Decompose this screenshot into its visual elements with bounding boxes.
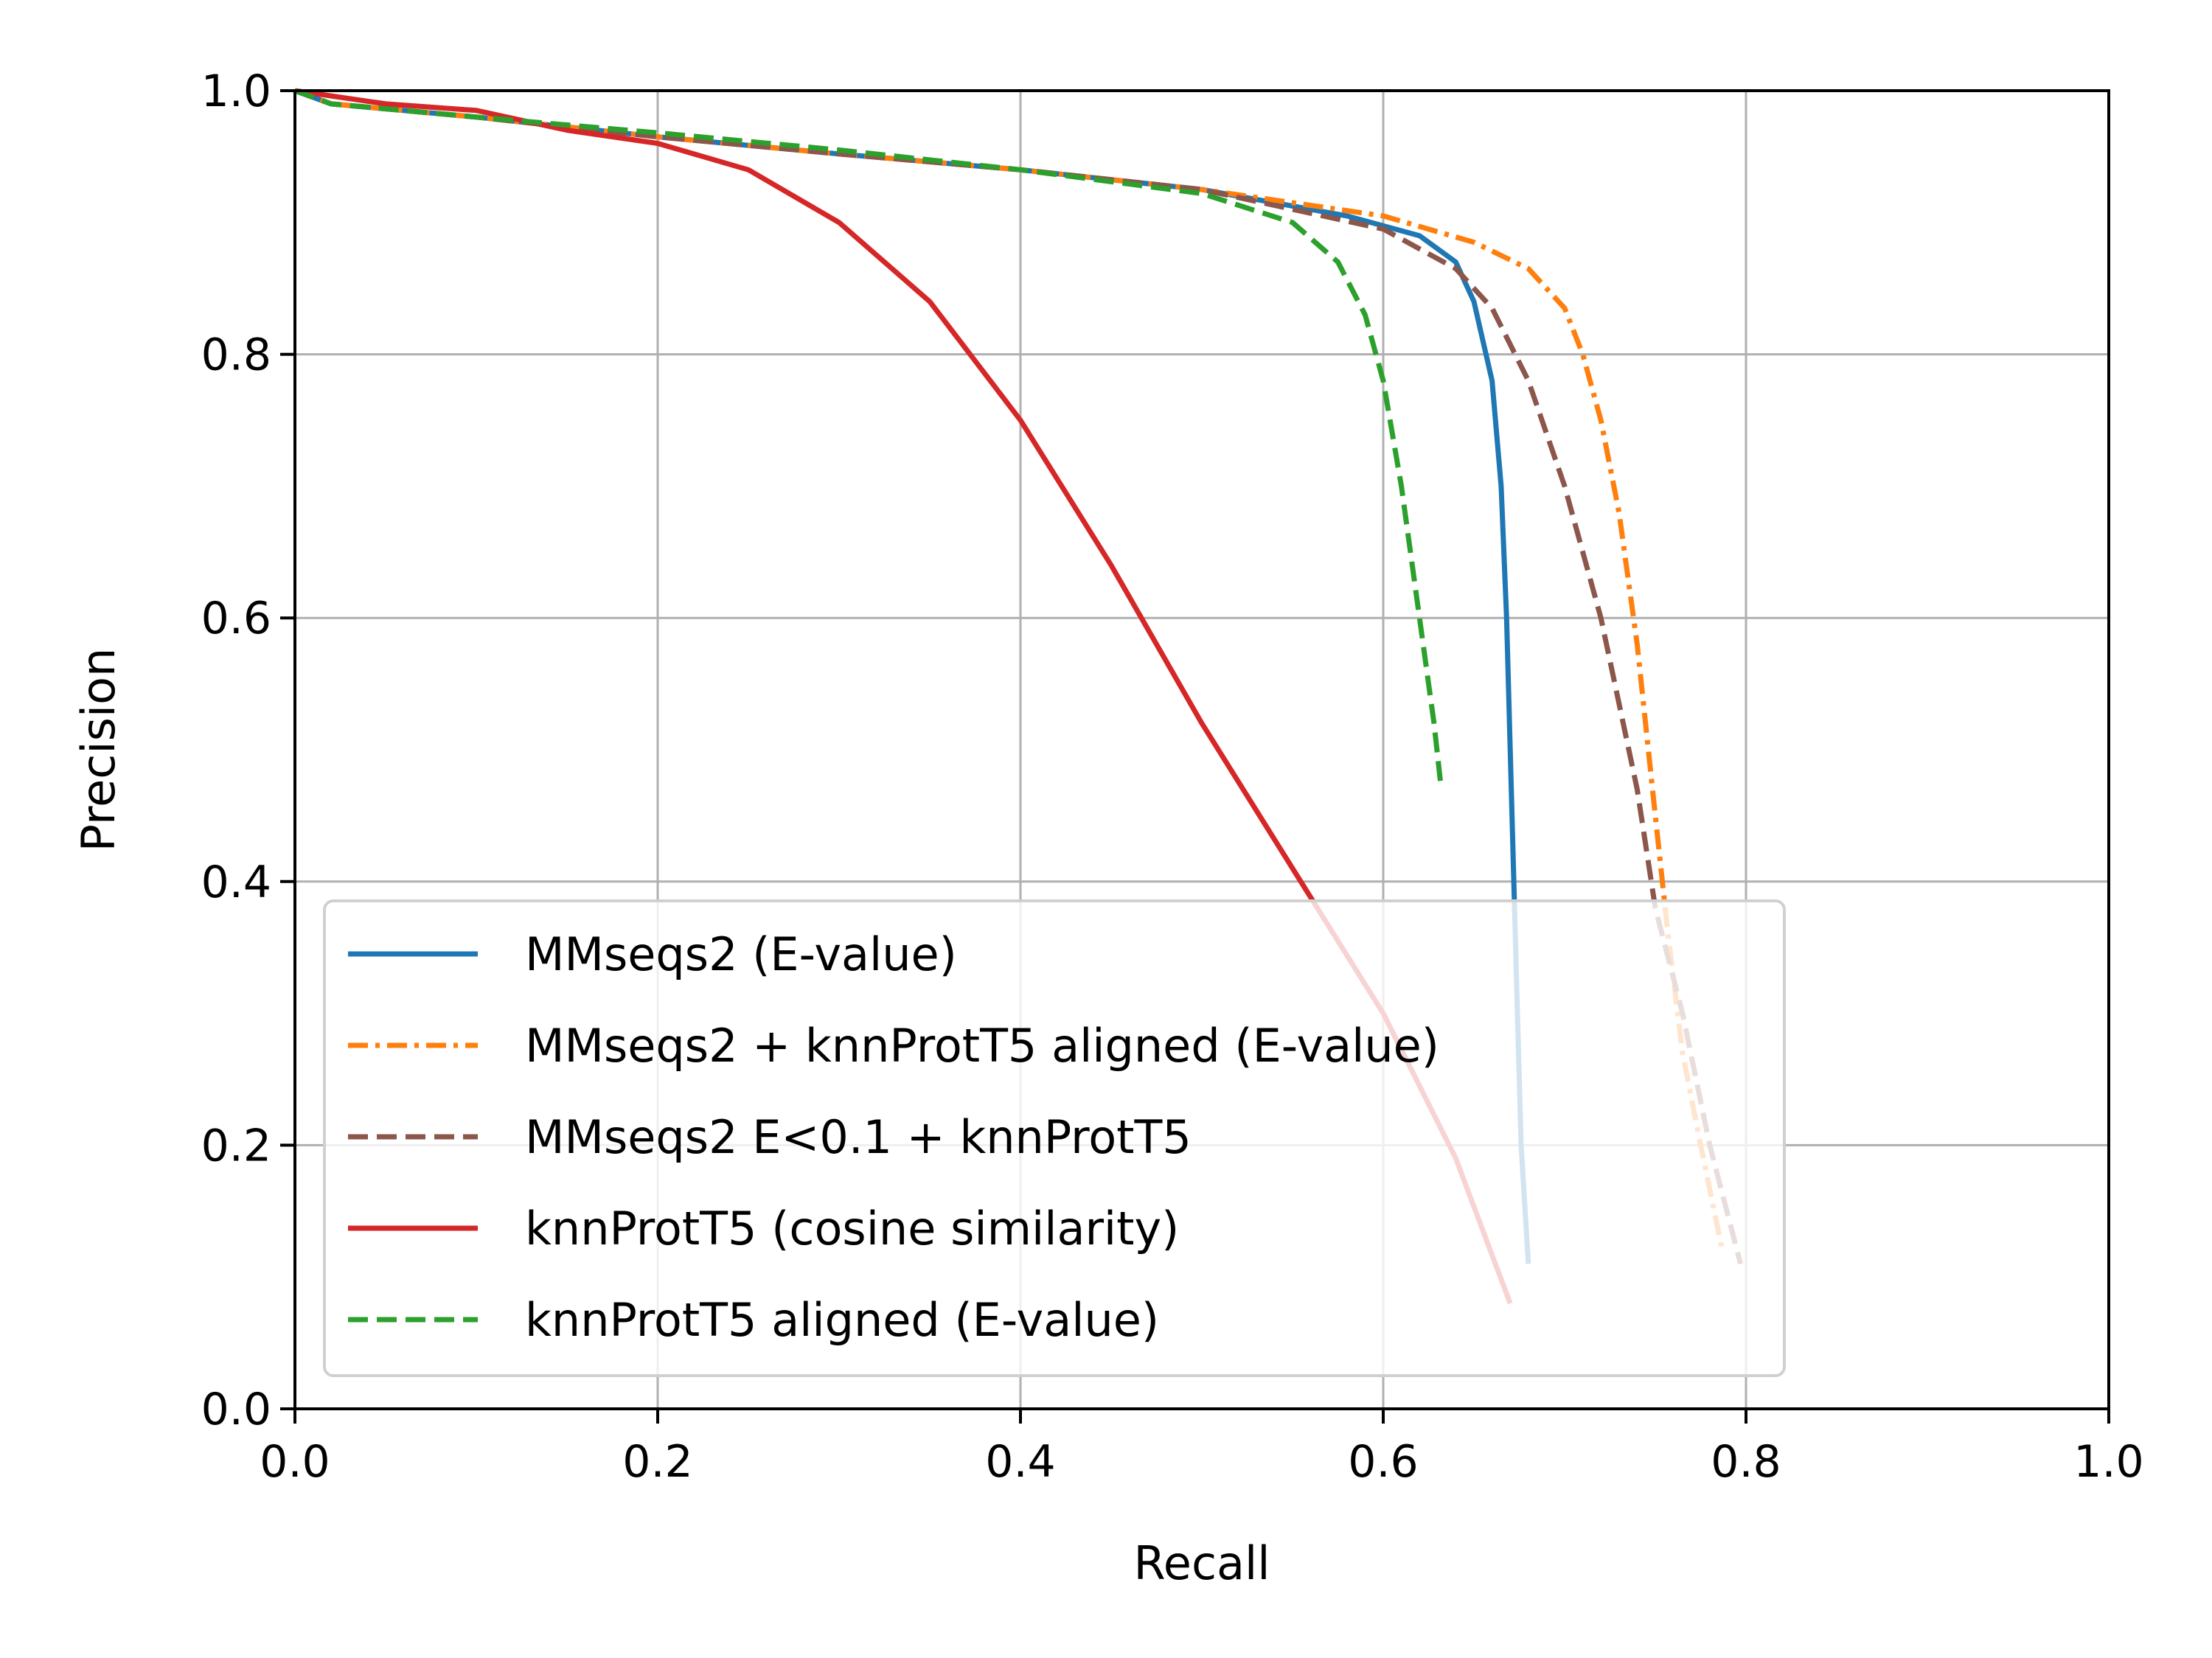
legend-label: MMseqs2 + knnProtT5 aligned (E-value) — [525, 1019, 1439, 1073]
legend-label: knnProtT5 aligned (E-value) — [525, 1293, 1159, 1347]
x-tick-label: 0.4 — [985, 1436, 1055, 1488]
y-tick-label: 0.2 — [201, 1120, 271, 1171]
y-tick-label: 0.6 — [201, 593, 271, 644]
y-tick-label: 0.0 — [201, 1384, 271, 1435]
x-tick-label: 0.8 — [1711, 1436, 1781, 1488]
x-axis-label: Recall — [1134, 1536, 1270, 1590]
axis-ticks: 0.0 0.2 0.4 0.6 0.8 1.0 0.0 0.2 0.4 0.6 0.8 1.0 — [201, 66, 2144, 1488]
legend: MMseqs2 (E-value) MMseqs2 + knnProtT5 ali… — [323, 899, 1786, 1377]
legend-box — [323, 899, 1786, 1377]
x-tick-label: 0.6 — [1348, 1436, 1418, 1488]
legend-label: knnProtT5 (cosine similarity) — [525, 1202, 1179, 1255]
x-tick-label: 1.0 — [2073, 1436, 2143, 1488]
plot-frame — [293, 89, 2110, 1410]
series-line-5 — [293, 88, 1444, 790]
y-axis-label: Precision — [72, 648, 125, 852]
y-tick-label: 0.8 — [201, 330, 271, 381]
x-tick-label: 0.2 — [622, 1436, 692, 1488]
legend-label: MMseqs2 (E-value) — [525, 927, 957, 981]
legend-label: MMseqs2 E<0.1 + knnProtT5 — [525, 1110, 1192, 1164]
x-tick-label: 0.0 — [260, 1436, 330, 1488]
y-tick-label: 0.4 — [201, 857, 271, 908]
y-tick-label: 1.0 — [201, 66, 271, 117]
